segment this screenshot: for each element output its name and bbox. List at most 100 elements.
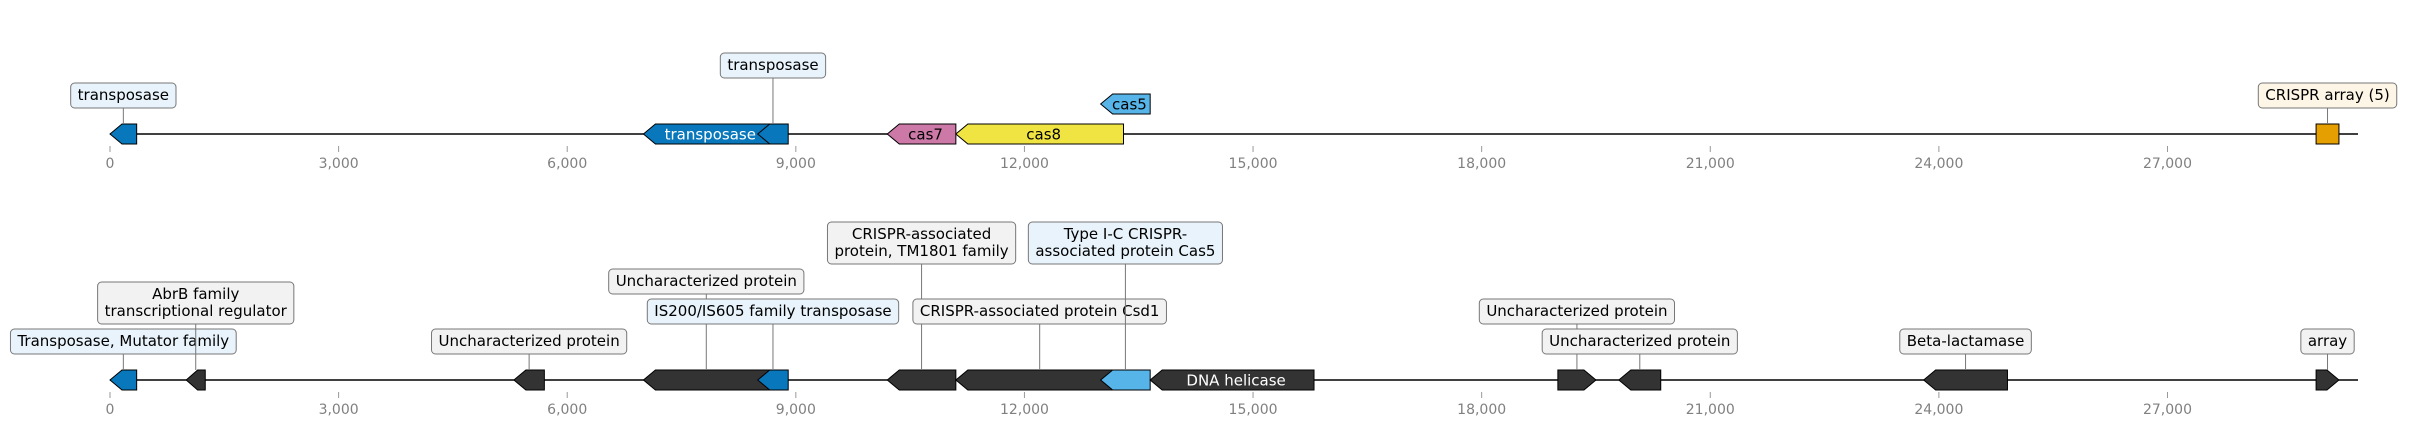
gene-label-box — [431, 328, 628, 355]
gene-feature[interactable]: transposase — [642, 123, 770, 145]
axis-tick-label: 18,000 — [1457, 156, 1506, 172]
gene-label-line: Type I-C CRISPR- — [1063, 225, 1187, 243]
gene-feature[interactable]: IS200/IS605 family transposase — [646, 298, 900, 391]
gene-inline-label: cas8 — [1026, 126, 1061, 144]
gene-arrow[interactable] — [2315, 123, 2340, 145]
gene-label: CRISPR-associated protein Csd1 — [920, 302, 1160, 320]
axis-tick-label: 3,000 — [319, 156, 359, 172]
gene-feature[interactable]: Type I-C CRISPR-associated protein Cas5 — [1027, 221, 1223, 391]
gene-feature[interactable]: transposase — [70, 82, 177, 145]
gene-label-box — [70, 82, 177, 109]
gene-label-box — [826, 221, 1017, 265]
gene-label: Transposase, Mutator family — [16, 332, 229, 350]
axis-tick-label: 24,000 — [1914, 156, 1963, 172]
gene-label-line: CRISPR array (5) — [2265, 86, 2389, 104]
axis-tick-label: 12,000 — [1000, 156, 1049, 172]
gene-label-line: transcriptional regulator — [105, 302, 288, 320]
gene-label-line: Uncharacterized protein — [616, 272, 797, 290]
gene-label-line: Uncharacterized protein — [1549, 332, 1730, 350]
gene-label-line: AbrB family — [152, 285, 239, 303]
axis-tick-label: 0 — [106, 402, 115, 418]
gene-label: Uncharacterized protein — [616, 272, 797, 290]
axis-tick-label: 21,000 — [1686, 156, 1735, 172]
gene-feature[interactable]: CRISPR-associated protein, TM1801 family — [826, 221, 1017, 391]
gene-feature[interactable]: AbrB family transcriptional regulator — [97, 281, 295, 391]
gene-arrow[interactable] — [1922, 369, 2008, 391]
gene-label-line: Uncharacterized protein — [439, 332, 620, 350]
gene-label-box — [719, 52, 827, 79]
gene-label-line: Transposase, Mutator family — [16, 332, 229, 350]
gene-label-line: CRISPR-associated protein Csd1 — [920, 302, 1160, 320]
detailed-track: 0 3,000 6,000 9,000 12,000 15,000 18,000 21,000… — [9, 221, 2358, 418]
gene-arrow[interactable] — [1149, 369, 1315, 391]
gene-label-box — [1899, 328, 2032, 355]
gene-arrow[interactable] — [109, 369, 138, 391]
gene-label: Uncharacterized protein — [1549, 332, 1730, 350]
gene-arrow[interactable] — [513, 369, 545, 391]
gene-inline-label: cas7 — [908, 126, 943, 144]
gene-arrow[interactable] — [756, 123, 789, 145]
gene-inline-label: transposase — [665, 126, 756, 144]
gene-arrow[interactable] — [756, 369, 789, 391]
gene-label: transposase — [78, 86, 169, 104]
annotated-track: 0 3,000 6,000 9,000 12,000 15,000 18,000 21,000… — [70, 52, 2398, 172]
gene-label-box — [608, 268, 805, 295]
gene-arrow[interactable] — [642, 369, 770, 391]
gene-feature[interactable]: DNA helicase — [1149, 369, 1315, 391]
gene-label-box — [9, 328, 237, 355]
gene-label-line: transposase — [727, 56, 818, 74]
gene-label-line: array — [2308, 332, 2347, 350]
axis-tick-label: 0 — [106, 156, 115, 172]
gene-arrow[interactable] — [1557, 369, 1597, 391]
gene-feature[interactable]: Transposase, Mutator family — [9, 328, 237, 391]
gene-label-box — [1027, 221, 1223, 265]
gene-feature[interactable]: array — [2300, 328, 2355, 391]
gene-feature[interactable]: cas7 — [886, 123, 957, 145]
gene-label: CRISPR-associated protein, TM1801 family — [834, 225, 1008, 260]
axis-tick-label: 9,000 — [776, 402, 816, 418]
axis-tick-label: 27,000 — [2143, 402, 2192, 418]
axis-tick-label: 15,000 — [1229, 402, 1278, 418]
axis-tick-label: 3,000 — [319, 402, 359, 418]
gene-arrow[interactable] — [109, 123, 138, 145]
gene-label-line: Beta-lactamase — [1907, 332, 2025, 350]
gene-label: transposase — [727, 56, 818, 74]
gene-label: Type I-C CRISPR-associated protein Cas5 — [1035, 225, 1215, 260]
axis-tick-label: 9,000 — [776, 156, 816, 172]
gene-arrow[interactable] — [955, 369, 1125, 391]
gene-arrow[interactable] — [886, 369, 957, 391]
gene-feature[interactable]: Uncharacterized protein — [1478, 298, 1676, 391]
gene-feature[interactable]: Uncharacterized protein — [431, 328, 628, 391]
gene-feature[interactable]: transposase — [719, 52, 827, 145]
gene-arrow[interactable] — [1618, 369, 1662, 391]
gene-label: CRISPR array (5) — [2265, 86, 2389, 104]
gene-label: IS200/IS605 family transposase — [654, 302, 891, 320]
gene-label-box — [2257, 82, 2398, 109]
gene-feature[interactable]: cas8 — [955, 123, 1125, 145]
gene-label-box — [2300, 328, 2355, 355]
gene-arrow[interactable] — [955, 123, 1125, 145]
gene-feature[interactable]: Uncharacterized protein — [1541, 328, 1738, 391]
gene-arrow[interactable] — [1099, 93, 1151, 115]
gene-arrow[interactable] — [2315, 369, 2340, 391]
gene-label-line: Uncharacterized protein — [1486, 302, 1667, 320]
gene-label-box — [1541, 328, 1738, 355]
gene-label-box — [646, 298, 900, 325]
gene-inline-label: cas5 — [1112, 96, 1147, 114]
gene-feature[interactable]: CRISPR-associated protein Csd1 — [912, 298, 1167, 391]
gene-arrow[interactable] — [185, 369, 206, 391]
gene-label: Uncharacterized protein — [1486, 302, 1667, 320]
axis-tick-label: 15,000 — [1229, 156, 1278, 172]
axis-tick-label: 18,000 — [1457, 402, 1506, 418]
axis-tick-label: 27,000 — [2143, 156, 2192, 172]
gene-label-line: IS200/IS605 family transposase — [654, 302, 891, 320]
axis-tick-label: 12,000 — [1000, 402, 1049, 418]
gene-label-box — [97, 281, 295, 325]
gene-label-line: protein, TM1801 family — [834, 242, 1008, 260]
gene-feature[interactable]: Uncharacterized protein — [608, 268, 805, 391]
gene-feature[interactable]: Beta-lactamase — [1899, 328, 2032, 391]
gene-feature[interactable]: CRISPR array (5) — [2257, 82, 2398, 145]
axis-tick-label: 21,000 — [1686, 402, 1735, 418]
gene-feature[interactable]: cas5 — [1099, 93, 1151, 115]
